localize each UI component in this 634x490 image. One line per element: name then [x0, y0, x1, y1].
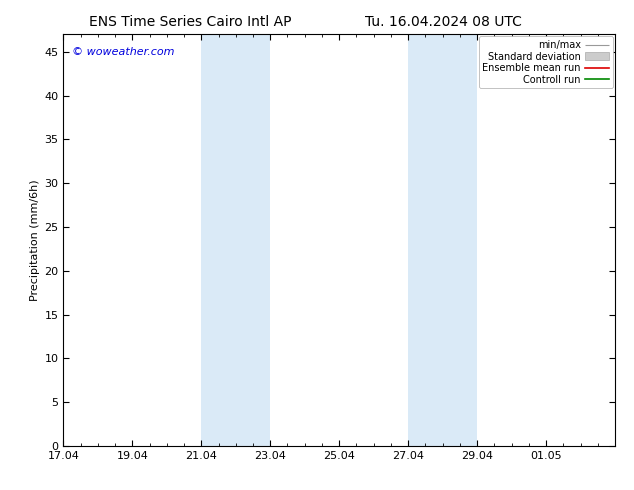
Text: ENS Time Series Cairo Intl AP: ENS Time Series Cairo Intl AP	[89, 15, 292, 29]
Bar	[408, 34, 477, 446]
Text: © woweather.com: © woweather.com	[72, 47, 174, 57]
Text: Tu. 16.04.2024 08 UTC: Tu. 16.04.2024 08 UTC	[365, 15, 522, 29]
Y-axis label: Precipitation (mm/6h): Precipitation (mm/6h)	[30, 179, 40, 301]
Legend: min/max, Standard deviation, Ensemble mean run, Controll run: min/max, Standard deviation, Ensemble me…	[479, 36, 613, 88]
Bar	[202, 34, 270, 446]
